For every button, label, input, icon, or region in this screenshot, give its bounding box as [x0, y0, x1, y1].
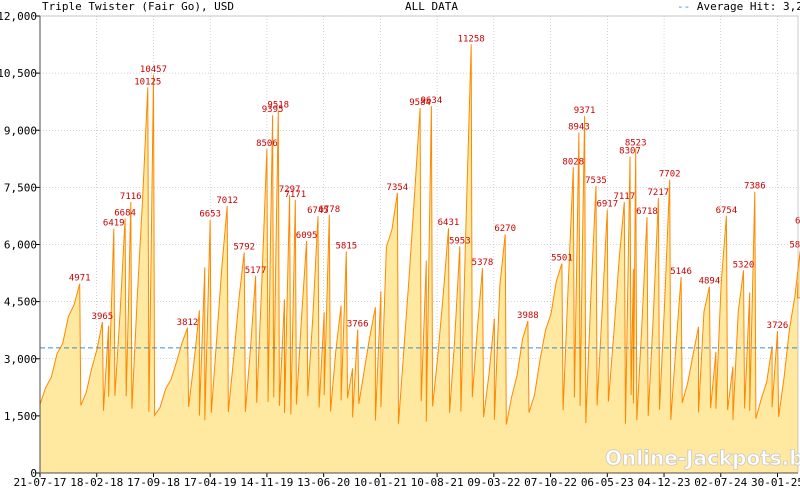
y-tick-label: 6,000 [4, 239, 37, 252]
peak-value-label: 8943 [568, 122, 590, 132]
y-tick-label: 9,000 [4, 124, 37, 137]
peak-value-label: 10125 [134, 77, 161, 87]
y-tick-label: 0 [30, 467, 37, 480]
peak-value-label: 6917 [596, 200, 618, 210]
tick-labels: 0 1,500 3,000 4,500 6,000 7,500 9,000 10,500 12,… [0, 10, 800, 489]
jackpot-line [39, 44, 800, 425]
peak-value-label: 5843 [789, 240, 800, 250]
x-tick-label: 18-02-18 [70, 476, 123, 489]
peak-value-label: 10457 [140, 65, 167, 75]
peak-value-label: 7535 [585, 176, 607, 186]
plot-border [39, 15, 799, 474]
peak-value-label: 9395 [262, 105, 284, 115]
peak-value-label: 6745 [307, 206, 329, 216]
x-tick-label: 10-01-21 [354, 476, 407, 489]
peak-value-label: 7116 [120, 192, 142, 202]
x-tick-label: 21-07-17 [14, 476, 67, 489]
peak-value-label: 5378 [472, 258, 494, 268]
peak-value-label: 6653 [199, 210, 221, 220]
average-legend-label: Average Hit: 3,284 [696, 0, 800, 13]
peak-value-label: 6270 [494, 224, 516, 234]
peak-value-label: 5146 [670, 267, 692, 277]
date-range-label: ALL DATA [405, 0, 458, 13]
peak-value-label: 3766 [347, 320, 369, 330]
peak-value-label: 7702 [659, 170, 681, 180]
peak-value-label: 6473 [795, 216, 800, 226]
peak-value-label: 6684 [114, 208, 136, 218]
peak-value-label: 6431 [438, 218, 460, 228]
peak-value-label: 6419 [103, 219, 125, 229]
peak-value-label: 9371 [574, 106, 596, 116]
x-tick-label: 02-07-24 [694, 476, 747, 489]
y-tick-label: 4,500 [4, 296, 37, 309]
y-tick-label: 12,000 [0, 10, 37, 23]
peak-value-label: 4971 [69, 274, 91, 284]
peak-value-label: 7217 [648, 188, 670, 198]
chart-title: Triple Twister (Fair Go), USD [42, 0, 235, 13]
peak-value-label: 9584 [409, 98, 431, 108]
average-legend-swatch: -- [677, 0, 691, 13]
peak-value-label: 7117 [613, 192, 635, 202]
peak-value-label: 3988 [517, 311, 539, 321]
x-tick-label: 10-08-21 [411, 476, 464, 489]
jackpot-area-fill [40, 44, 800, 473]
peak-value-label: 8523 [625, 138, 647, 148]
x-tick-label: 17-04-19 [184, 476, 237, 489]
y-tick-label: 10,500 [0, 67, 37, 80]
x-tick-label: 30-01-25 [751, 476, 800, 489]
peak-value-label: 8028 [562, 157, 584, 167]
peak-value-label: 7171 [284, 190, 306, 200]
peak-value-label: 5815 [336, 242, 358, 252]
peak-value-label: 3812 [177, 318, 199, 328]
x-tick-label: 07-10-22 [524, 476, 577, 489]
x-tick-label: 13-06-20 [297, 476, 350, 489]
peak-value-label: 5792 [233, 242, 255, 252]
peak-value-label: 7386 [744, 182, 766, 192]
axes [36, 15, 799, 477]
peak-value-label: 8506 [256, 139, 278, 149]
peak-value-label: 5501 [551, 254, 573, 264]
x-tick-label: 14-11-19 [240, 476, 293, 489]
peak-value-label: 7354 [387, 183, 409, 193]
x-tick-label: 06-05-23 [581, 476, 634, 489]
peak-value-label: 8307 [619, 147, 641, 157]
y-tick-label: 3,000 [4, 353, 37, 366]
x-tick-label: 09-03-22 [467, 476, 520, 489]
peak-value-label: 3726 [767, 321, 789, 331]
peak-value-label: 5320 [733, 260, 755, 270]
peak-value-label: 6778 [318, 205, 340, 215]
peak-value-label: 6718 [636, 207, 658, 217]
average-legend: -- Average Hit: 3,284 [677, 0, 800, 14]
peak-value-label: 6754 [716, 206, 738, 216]
peak-value-label: 7012 [216, 196, 238, 206]
x-tick-label: 04-12-23 [638, 476, 691, 489]
watermark: Online-Jackpots.biz [605, 446, 800, 470]
peak-value-label: 4894 [699, 277, 721, 287]
peak-value-label: 9518 [267, 101, 289, 111]
y-tick-label: 7,500 [4, 181, 37, 194]
peak-value-label: 7297 [279, 185, 301, 195]
peak-value-label: 5177 [245, 266, 267, 276]
x-tick-label: 17-09-18 [127, 476, 180, 489]
peak-value-label: 3965 [92, 312, 114, 322]
peak-value-label: 9634 [421, 96, 443, 106]
y-tick-label: 1,500 [4, 410, 37, 423]
peak-value-label: 5953 [449, 236, 471, 246]
peak-value-label: 11258 [458, 34, 485, 44]
peak-value-label: 6095 [296, 231, 318, 241]
